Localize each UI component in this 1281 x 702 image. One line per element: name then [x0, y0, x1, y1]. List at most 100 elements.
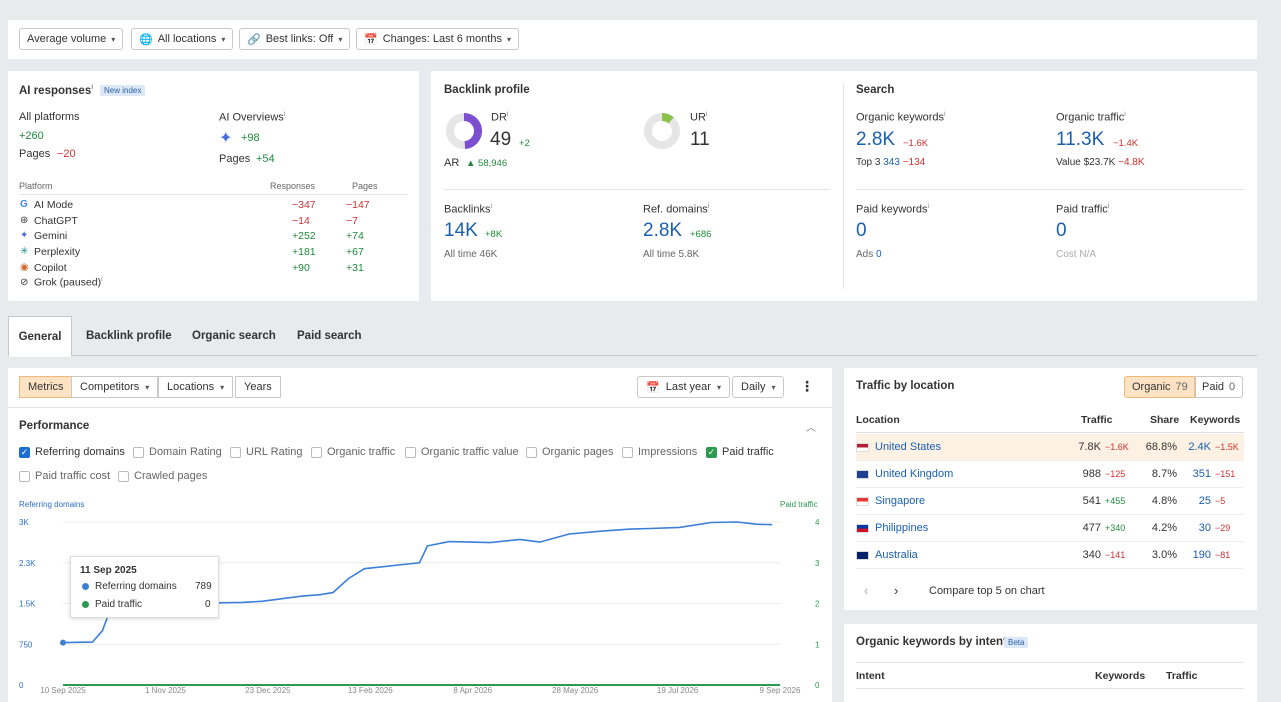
divider: [856, 432, 1244, 433]
cb-referring-domains[interactable]: ✓ Referring domains: [19, 446, 125, 458]
interval-dropdown[interactable]: Daily ▾: [732, 376, 785, 398]
ov-pages-delta: +54: [256, 153, 275, 165]
paid-keywords-value[interactable]: 0: [856, 220, 867, 241]
location-row[interactable]: United States 7.8K −1.6K 68.8% 2.4K −1.5…: [856, 434, 1244, 461]
traffic-by-location-card: Traffic by location Organic 79 Paid 0 Loca…: [844, 368, 1257, 610]
platform-pages: −147: [346, 198, 370, 211]
ar-value: ▲ 58,946: [466, 158, 508, 169]
all-platforms-delta: +260: [19, 130, 44, 142]
volume-filter-label: Average volume: [27, 33, 107, 45]
dr-delta: +2: [519, 138, 530, 149]
us-flag-icon: [856, 442, 869, 452]
cb-organic-traffic-value[interactable]: Organic traffic value: [405, 446, 519, 458]
ur-label: URi: [690, 111, 708, 124]
search-title: Search: [856, 84, 895, 96]
cb-organic-traffic[interactable]: Organic traffic: [311, 446, 395, 458]
collapse-chevron-icon[interactable]: ︿: [806, 423, 816, 434]
checkbox-icon: [526, 446, 537, 458]
location-row[interactable]: Singapore 541 +455 4.8% 25 −5: [856, 488, 1244, 515]
all-platforms-label: All platforms: [19, 111, 80, 123]
locations-segment[interactable]: Locations ▾: [158, 376, 234, 398]
col-location: Location: [856, 414, 900, 426]
ref-domains-all-time: All time 5.8K: [643, 249, 700, 260]
cb-impressions[interactable]: Impressions: [622, 446, 697, 458]
share-value: 4.8%: [1151, 495, 1177, 507]
ai-responses-card: AI responsesi New index All platforms +2…: [8, 71, 419, 301]
checkbox-icon: [230, 446, 241, 458]
cb-domain-rating[interactable]: Domain Rating: [133, 446, 222, 458]
traffic-location-title: Traffic by location: [856, 380, 955, 392]
tab-backlink-profile[interactable]: Backlink profile: [86, 330, 172, 342]
col-responses: Responses: [270, 181, 316, 191]
keywords-delta: −1.5K: [1215, 442, 1239, 452]
platform-row-chatgpt: ⊛ ChatGPT −14 −7: [20, 213, 406, 228]
cb-url-rating[interactable]: URL Rating: [230, 446, 302, 458]
cb-paid-traffic[interactable]: ✓ Paid traffic: [706, 446, 774, 458]
platform-row-copilot: ◉ Copilot +90 +31: [20, 260, 406, 275]
best-links-label: Best links: Off: [265, 33, 334, 45]
organic-toggle[interactable]: Organic 79: [1124, 376, 1196, 398]
col-intent: Intent: [856, 670, 885, 682]
platform-row-gemini: ✦ Gemini +252 +74: [20, 228, 406, 243]
organic-keywords-label: Organic keywordsi: [856, 111, 946, 124]
traffic-value: 7.8K: [1078, 441, 1101, 453]
changes-filter[interactable]: 📅 Changes: Last 6 months ▾: [356, 28, 519, 50]
location-row[interactable]: Australia 340 −141 3.0% 190 −81: [856, 542, 1244, 569]
col-keywords: Keywords: [1095, 670, 1146, 682]
chevron-down-icon: ▾: [145, 382, 150, 392]
paid-traffic-value[interactable]: 0: [1056, 220, 1067, 241]
years-segment[interactable]: Years: [235, 376, 281, 398]
beta-badge: Beta: [1004, 637, 1029, 648]
keywords-value: 2.4K: [1188, 441, 1211, 453]
traffic-delta: +455: [1105, 496, 1126, 506]
cb-organic-pages[interactable]: Organic pages: [526, 446, 614, 458]
more-options-icon[interactable]: ⋮: [800, 378, 814, 394]
traffic-value: 477: [1082, 522, 1101, 534]
organic-traffic-value[interactable]: 11.3K: [1056, 129, 1105, 150]
tab-general[interactable]: General: [8, 316, 72, 357]
location-row[interactable]: United Kingdom 988 −125 8.7% 351 −151: [856, 461, 1244, 488]
backlinks-label: Backlinksi: [444, 203, 493, 216]
organic-keywords-value[interactable]: 2.8K: [856, 129, 896, 150]
x-tick-label: 13 Feb 2026: [348, 686, 393, 695]
col-share: Share: [1150, 414, 1180, 426]
right-tick-label: 4: [815, 518, 820, 527]
volume-filter[interactable]: Average volume ▾: [19, 28, 124, 50]
location-filter[interactable]: 🌐 All locations ▾: [131, 28, 234, 50]
cb-paid-traffic-cost[interactable]: Paid traffic cost: [19, 470, 110, 482]
calendar-icon: 📅: [646, 381, 660, 394]
tooltip-label: Referring domains: [95, 581, 177, 592]
col-keywords: Keywords: [1190, 414, 1241, 426]
best-links-filter[interactable]: 🔗 Best links: Off ▾: [239, 28, 351, 50]
location-row[interactable]: Philippines 477 +340 4.2% 30 −29: [856, 515, 1244, 542]
tab-paid-search[interactable]: Paid search: [297, 330, 362, 342]
divider: [856, 662, 1244, 663]
paid-toggle[interactable]: Paid 0: [1194, 376, 1244, 398]
sg-flag-icon: [856, 496, 869, 506]
chart-tooltip: 11 Sep 2025 Referring domains 789 Paid t…: [70, 556, 219, 618]
dr-value: 49: [490, 129, 512, 150]
tab-organic-search[interactable]: Organic search: [192, 330, 276, 342]
ar-label: AR: [444, 157, 460, 169]
country-name: United States: [875, 441, 942, 453]
next-page-icon[interactable]: ›: [894, 583, 899, 598]
platform-responses: +90: [292, 261, 310, 274]
prev-page-icon[interactable]: ‹: [864, 583, 869, 598]
col-platform: Platform: [19, 181, 53, 191]
copilot-icon: ◉: [20, 262, 29, 273]
cb-crawled-pages[interactable]: Crawled pages: [118, 470, 207, 482]
share-value: 8.7%: [1151, 468, 1177, 480]
dr-donut-icon: [446, 113, 482, 149]
platform-responses: +181: [292, 245, 316, 258]
left-tick-label: 750: [19, 640, 33, 649]
left-tick-label: 1.5K: [19, 600, 36, 609]
ref-domains-value[interactable]: 2.8K: [643, 220, 683, 241]
chevron-down-icon: ▾: [221, 34, 226, 44]
competitors-segment[interactable]: Competitors ▾: [71, 376, 159, 398]
checkbox-icon: [19, 470, 30, 482]
backlinks-value[interactable]: 14K: [444, 220, 478, 241]
metrics-segment[interactable]: Metrics: [19, 376, 73, 398]
range-dropdown[interactable]: 📅 Last year ▾: [637, 376, 730, 398]
compare-top5-link[interactable]: Compare top 5 on chart: [929, 585, 1045, 597]
traffic-delta: −1.6K: [1105, 442, 1129, 452]
